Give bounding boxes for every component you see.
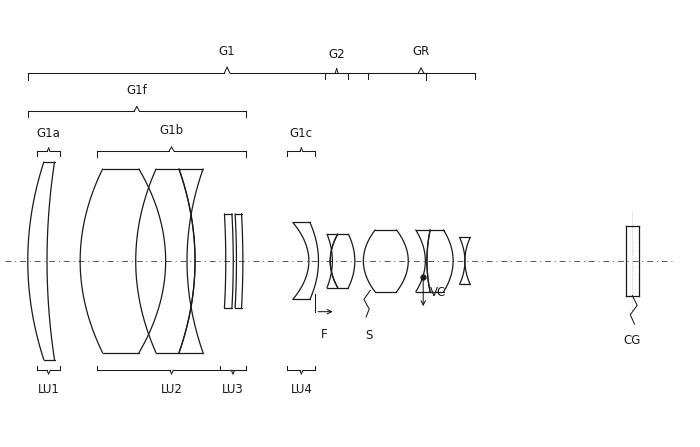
Text: G2: G2 <box>328 48 345 61</box>
Text: CG: CG <box>624 334 641 347</box>
Text: G1: G1 <box>219 45 235 58</box>
Text: LU2: LU2 <box>160 383 183 396</box>
Text: LU1: LU1 <box>38 383 60 396</box>
Text: LU4: LU4 <box>290 383 312 396</box>
Text: S: S <box>365 329 373 342</box>
Text: G1b: G1b <box>160 124 183 138</box>
Text: VC: VC <box>430 287 446 299</box>
Text: G1a: G1a <box>36 127 61 140</box>
Text: G1f: G1f <box>127 84 147 97</box>
Text: GR: GR <box>412 46 430 59</box>
Text: F: F <box>321 328 327 341</box>
Text: LU3: LU3 <box>222 383 244 396</box>
Text: G1c: G1c <box>290 127 313 140</box>
